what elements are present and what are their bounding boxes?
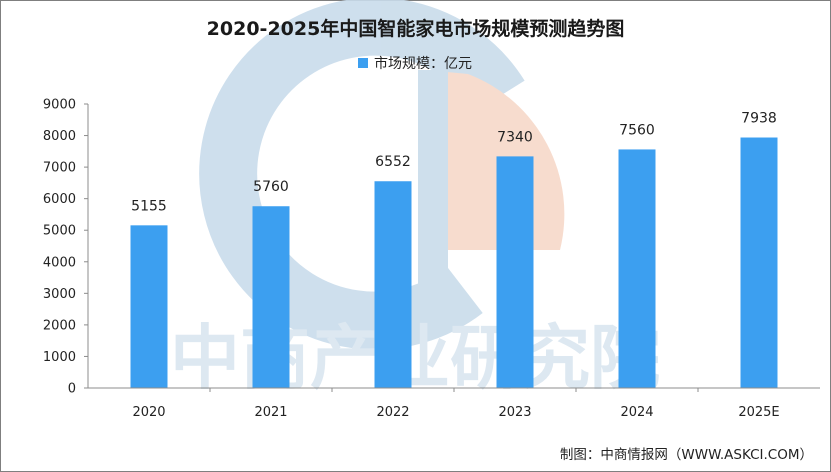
y-tick-label: 9000 [43, 98, 76, 113]
data-label-2020: 5155 [131, 198, 167, 214]
watermark-logo-stem [418, 70, 448, 302]
y-axis-ticks: 0 1000 2000 3000 4000 5000 6000 7000 8000 9000 [43, 98, 88, 397]
data-label-2024: 7560 [619, 122, 655, 138]
x-axis-ticks: 2020 2021 2022 2023 2024 2025E [132, 388, 780, 420]
data-labels: 5155 5760 6552 7340 7560 7938 [131, 111, 777, 215]
bar-2021 [252, 206, 290, 388]
y-tick-label: 6000 [43, 192, 76, 207]
y-tick-label: 5000 [43, 224, 76, 239]
legend-swatch [358, 58, 368, 68]
bars [130, 137, 778, 388]
data-label-2022: 6552 [375, 154, 411, 170]
chart-title: 2020-2025年中国智能家电市场规模预测趋势图 [206, 18, 625, 40]
data-label-2021: 5760 [253, 179, 289, 195]
y-tick-label: 7000 [43, 161, 76, 176]
legend: 市场规模：亿元 [358, 53, 472, 73]
x-tick-label: 2025E [738, 405, 779, 420]
source-note: 制图：中商情报网（WWW.ASKCI.COM） [559, 447, 813, 463]
bar-2022 [374, 181, 412, 388]
data-label-2023: 7340 [497, 129, 533, 145]
bar-2024 [618, 149, 656, 388]
y-tick-label: 0 [68, 382, 76, 397]
x-tick-label: 2021 [254, 405, 287, 420]
y-tick-label: 4000 [43, 255, 76, 270]
bar-2025E [740, 137, 778, 388]
y-tick-label: 8000 [43, 129, 76, 144]
y-tick-label: 3000 [43, 287, 76, 302]
y-tick-label: 1000 [43, 350, 76, 365]
x-tick-label: 2022 [376, 405, 409, 420]
data-label-2025E: 7938 [741, 111, 777, 127]
x-tick-label: 2023 [498, 405, 531, 420]
bar-2020 [130, 225, 168, 388]
watermark-logo-arc [199, 0, 525, 350]
legend-label: 市场规模：亿元 [374, 56, 472, 72]
watermark-text: 中商产业研究院 [170, 317, 660, 399]
x-tick-label: 2020 [132, 405, 165, 420]
y-tick-label: 2000 [43, 318, 76, 333]
bar-2023 [496, 156, 534, 388]
x-tick-label: 2024 [620, 405, 653, 420]
